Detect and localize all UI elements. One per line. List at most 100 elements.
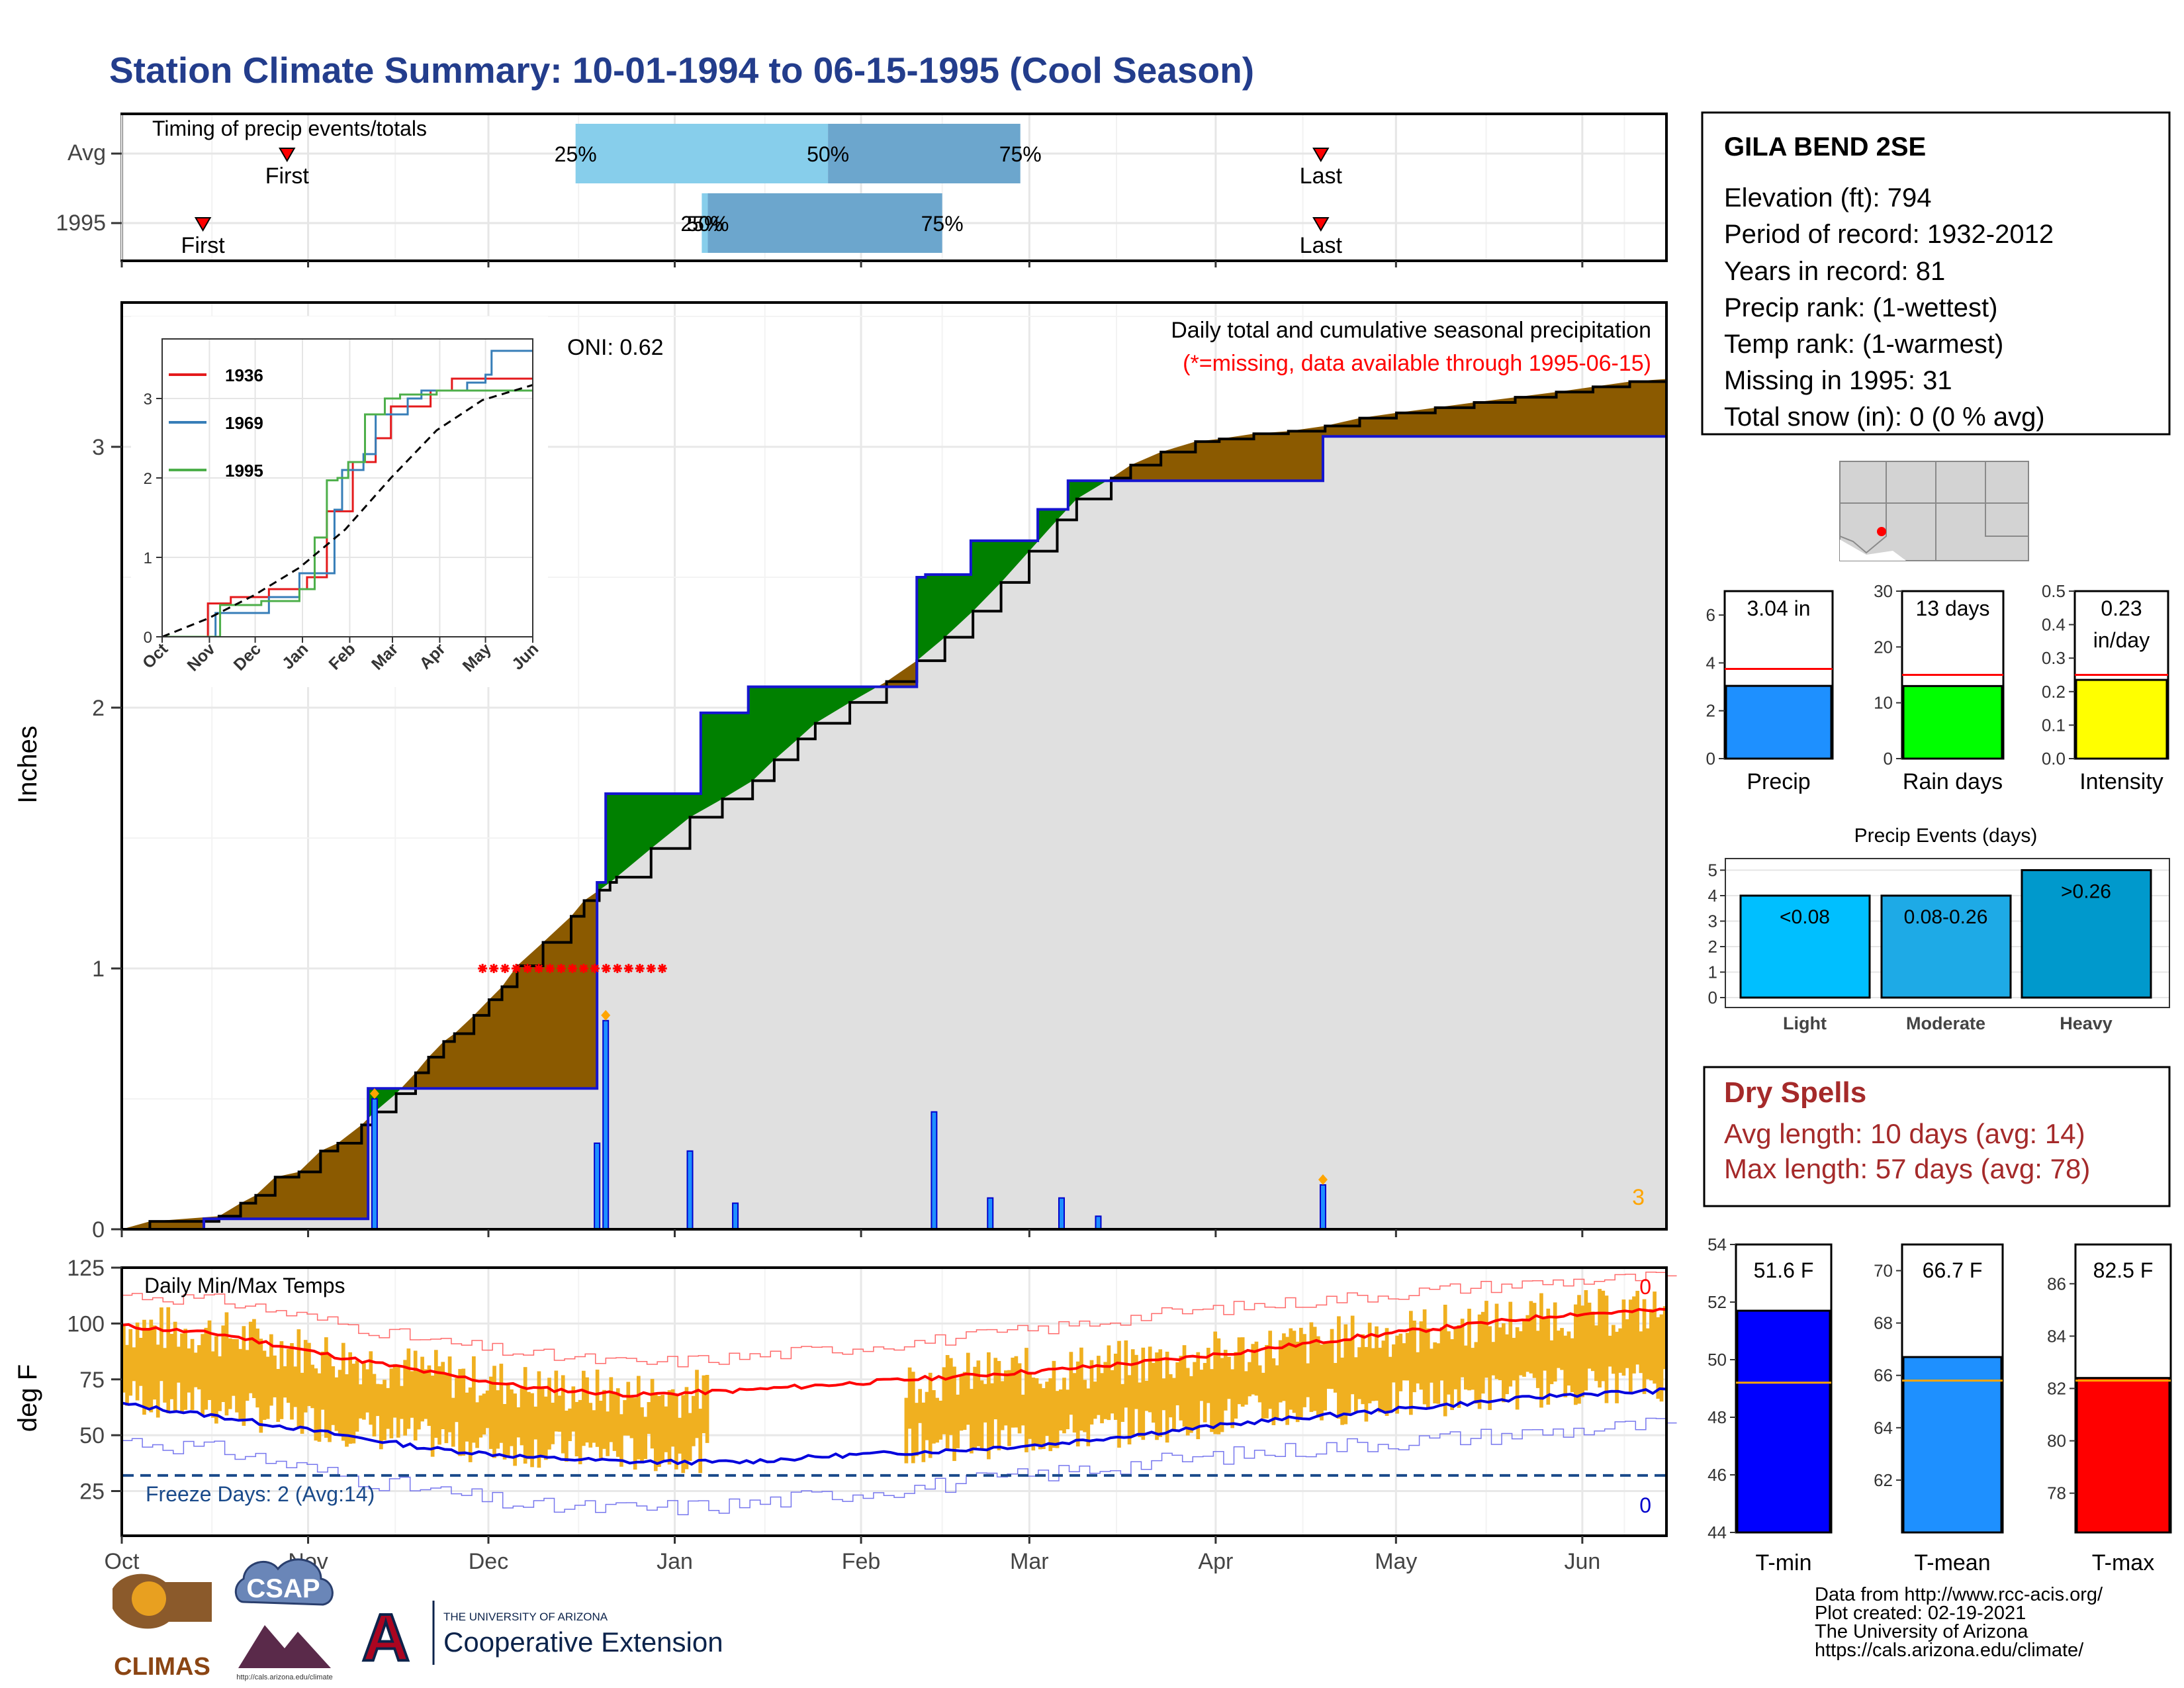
- daily-temp-bar: [499, 1364, 504, 1443]
- daily-temp-bar: [1392, 1344, 1396, 1383]
- map-mexico-region: [1840, 539, 1906, 561]
- daily-temp-bar: [973, 1366, 977, 1448]
- daily-temp-bar: [1560, 1328, 1564, 1370]
- daily-temp-bar: [369, 1351, 373, 1425]
- missing-data-marker: [500, 964, 510, 973]
- daily-temp-bar: [1477, 1314, 1482, 1409]
- daily-temp-bar: [1302, 1334, 1306, 1407]
- daily-temp-bar: [1649, 1309, 1653, 1381]
- temp-ylabel: deg F: [13, 1364, 42, 1432]
- tmin-summary-value-label: 51.6 F: [1754, 1258, 1814, 1282]
- daily-temp-bar: [990, 1383, 994, 1447]
- daily-temp-bar: [214, 1336, 218, 1424]
- daily-temp-bar: [918, 1389, 922, 1423]
- daily-temp-bar: [1257, 1365, 1262, 1403]
- daily-temp-bar: [345, 1374, 349, 1447]
- daily-temp-bar: [540, 1387, 545, 1458]
- daily-temp-bar: [1653, 1291, 1657, 1384]
- missing-data-marker: [646, 964, 656, 973]
- precip-main-panel: Inches ONI: 0.62 Daily total and cumulat…: [13, 301, 1668, 1243]
- intensity-summary-axis-label: Intensity: [2079, 769, 2163, 794]
- tmax-summary-value-label: 82.5 F: [2093, 1258, 2154, 1282]
- daily-temp-bar: [1306, 1363, 1310, 1397]
- daily-temp-bar: [956, 1394, 960, 1448]
- daily-temp-bar: [1453, 1327, 1458, 1389]
- rain-days-summary-tick-label: 30: [1874, 581, 1893, 601]
- daily-temp-bar: [1645, 1328, 1650, 1380]
- daily-temp-bar: [568, 1408, 572, 1442]
- temp-y-tick-label: 125: [67, 1256, 105, 1281]
- daily-temp-bar: [1529, 1301, 1533, 1374]
- daily-temp-bar: [1422, 1309, 1427, 1405]
- daily-precip-bar: [371, 1098, 378, 1230]
- daily-temp-bar: [1127, 1375, 1132, 1445]
- daily-precip-bar: [686, 1150, 694, 1231]
- daily-temp-bar: [938, 1400, 943, 1440]
- daily-temp-bar: [259, 1338, 263, 1433]
- tmax-summary-tick-label: 84: [2047, 1326, 2066, 1346]
- daily-temp-bar: [1628, 1299, 1633, 1393]
- daily-temp-bar: [527, 1391, 531, 1460]
- daily-temp-bar: [543, 1396, 548, 1460]
- daily-temp-bar: [447, 1356, 452, 1432]
- daily-temp-bar: [510, 1389, 514, 1446]
- summary-bars: 0 2 4 6 3.04 in Precip 0 10 20 30 13 days Rain days…: [1706, 581, 2169, 794]
- daily-temp-bar: [1539, 1293, 1543, 1408]
- daily-temp-bar: [615, 1388, 620, 1457]
- daily-precip-bar: [732, 1202, 739, 1230]
- daily-temp-bar: [612, 1391, 617, 1451]
- daily-temp-bar: [1062, 1378, 1066, 1434]
- tmax-summary-tick-label: 80: [2047, 1431, 2066, 1451]
- daily-temp-bar: [1525, 1315, 1530, 1372]
- dry-spells-title: Dry Spells: [1724, 1076, 1866, 1109]
- daily-temp-bar: [1244, 1371, 1248, 1405]
- tmean-summary-tick-label: 64: [1874, 1418, 1893, 1438]
- inset-y-tick-label: 3: [144, 391, 152, 408]
- events-y-tick-label: 0: [1708, 988, 1717, 1008]
- daily-temp-bar: [1275, 1365, 1279, 1420]
- daily-temp-bar: [1072, 1373, 1077, 1433]
- daily-temp-bar: [502, 1403, 507, 1460]
- temperature-panel: deg F Daily Min/Max Temps Freeze Days: 2…: [13, 1256, 1677, 1574]
- daily-temp-bar: [183, 1329, 188, 1410]
- daily-temp-bar: [1388, 1356, 1392, 1413]
- daily-temp-bar: [1642, 1299, 1647, 1394]
- rain-days-summary-value-label: 13 days: [1915, 596, 1989, 620]
- tmin-summary-tick-label: 52: [1707, 1292, 1727, 1312]
- rain-days-summary-bar: [1902, 684, 2003, 760]
- daily-temp-bar: [341, 1342, 345, 1441]
- daily-temp-bar: [976, 1360, 981, 1446]
- daily-temp-bar: [320, 1351, 325, 1410]
- temp-x-tick-label: Apr: [1198, 1549, 1233, 1574]
- daily-temp-bar: [207, 1320, 212, 1400]
- daily-temp-bar: [1042, 1388, 1046, 1450]
- daily-temp-bar: [1011, 1357, 1015, 1428]
- daily-temp-bar: [1203, 1362, 1207, 1423]
- station-elevation: Elevation (ft): 794: [1724, 183, 1932, 212]
- daily-temp-bar: [650, 1379, 655, 1449]
- daily-temp-bar: [1179, 1356, 1183, 1421]
- csap-cloud-icon: [234, 1558, 334, 1606]
- inset-line-1936: [162, 377, 533, 637]
- rain-days-summary-tick-label: 0: [1884, 749, 1893, 769]
- timing-avg-last-marker-icon: [1312, 148, 1330, 162]
- daily-temp-bar: [1580, 1305, 1585, 1397]
- intensity-summary-tick-label: 0.1: [2042, 715, 2066, 735]
- inset-legend-label: 1936: [225, 365, 263, 385]
- daily-temp-bar: [255, 1328, 259, 1408]
- timing-panel-title: Timing of precip events/totals: [152, 117, 427, 140]
- dry-spells-avg: Avg length: 10 days (avg: 14): [1724, 1118, 2085, 1149]
- daily-precip-bar: [1058, 1197, 1065, 1230]
- daily-temp-bar: [224, 1312, 229, 1416]
- daily-temp-bar: [1161, 1378, 1166, 1411]
- daily-temp-bar: [523, 1367, 527, 1464]
- daily-max-marker-icon: [601, 1009, 611, 1021]
- daily-temp-bar: [478, 1395, 483, 1438]
- daily-temp-bar: [1206, 1348, 1210, 1403]
- daily-temp-bar: [1567, 1331, 1571, 1386]
- daily-temp-bar: [1316, 1336, 1320, 1418]
- inset-legend-label: 1995: [225, 461, 263, 481]
- precip-ylabel: Inches: [13, 726, 42, 804]
- daily-temp-bar: [1021, 1394, 1025, 1426]
- daily-temp-bar: [1083, 1380, 1087, 1432]
